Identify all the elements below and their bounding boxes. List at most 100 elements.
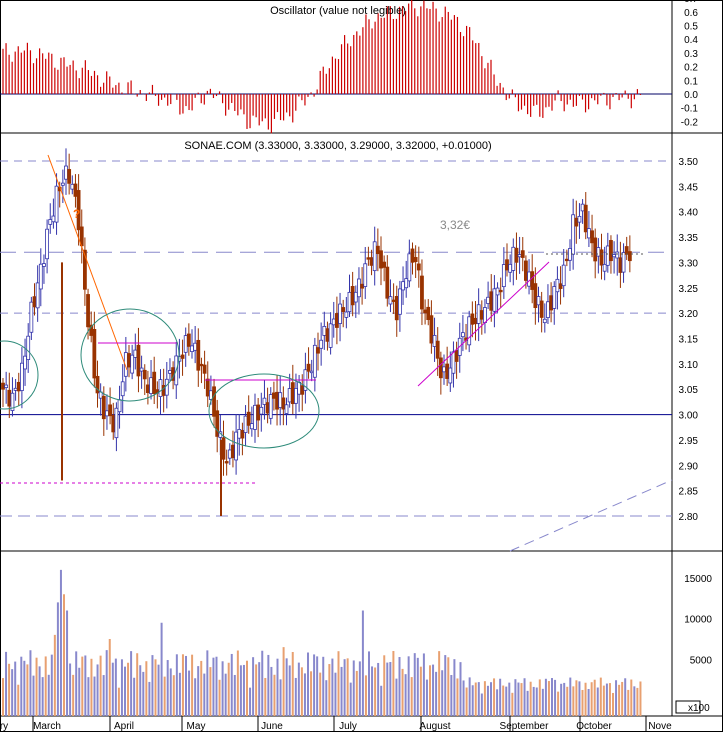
candle-body <box>26 335 31 360</box>
candle-body <box>287 388 292 403</box>
candle-body <box>505 259 509 271</box>
candle-body <box>108 404 112 417</box>
volume-tick-label: 15000 <box>684 574 712 585</box>
candle-body <box>234 431 239 461</box>
month-label: ry <box>0 721 8 732</box>
month-label: July <box>339 721 357 732</box>
candle-body <box>517 254 522 258</box>
osc-tick-label: 0.2 <box>684 63 698 74</box>
candle-body <box>533 283 538 309</box>
volume-tick-label: 5000 <box>690 655 713 666</box>
candle-body <box>316 347 320 354</box>
candle-body <box>221 437 226 460</box>
volume-unit-box <box>675 700 701 714</box>
candle-body <box>92 329 97 379</box>
candle-body <box>397 288 402 315</box>
price-title: SONAE.COM (3.33000, 3.33000, 3.29000, 3.… <box>184 140 491 152</box>
volume-tick-label: 10000 <box>684 615 712 626</box>
candle-body <box>231 444 235 459</box>
price-tick-label: 3.25 <box>679 284 699 295</box>
candle-body <box>60 182 65 186</box>
candle-body <box>262 397 267 405</box>
candle-body <box>476 304 481 324</box>
candle-body <box>621 252 626 273</box>
candle-body <box>454 349 459 362</box>
candle-body <box>372 241 377 272</box>
candle-body <box>180 354 185 359</box>
month-label: June <box>261 721 283 732</box>
candle-body <box>385 266 390 299</box>
candle-body <box>13 387 18 391</box>
candle-body <box>300 385 305 395</box>
candle-body <box>558 283 563 289</box>
candle-body <box>542 318 547 324</box>
candle-body <box>246 411 251 426</box>
candle-body <box>312 344 317 378</box>
candle-body <box>183 335 188 353</box>
candle-body <box>7 389 12 407</box>
candle-body <box>35 282 40 309</box>
candle-body <box>423 309 428 314</box>
candle-body <box>445 363 450 379</box>
candle-body <box>168 370 172 374</box>
candle-body <box>101 396 106 420</box>
candle-body <box>328 323 333 348</box>
candle-body <box>294 388 298 404</box>
price-tick-label: 2.85 <box>679 487 699 498</box>
candle-body <box>429 315 434 344</box>
candle-body <box>152 371 157 394</box>
candle-body <box>86 294 90 328</box>
candle-body <box>467 316 472 346</box>
volume-unit-label: x100 <box>688 703 710 714</box>
candle-body <box>571 214 576 255</box>
candle-body <box>325 328 330 342</box>
candle-body <box>142 369 147 380</box>
candle-body <box>297 381 302 395</box>
month-label: May <box>187 721 206 732</box>
osc-tick-label: -0.2 <box>681 117 699 128</box>
candle-body <box>479 310 484 320</box>
candle-body <box>624 246 629 255</box>
oscillator-title: Oscillator (value not legible) <box>270 5 406 17</box>
candle-body <box>627 251 632 262</box>
candle-body <box>275 391 279 410</box>
candle-body <box>322 325 327 336</box>
candle-body <box>599 249 604 266</box>
candle-body <box>145 384 150 394</box>
candle-body <box>375 245 380 255</box>
candle-body <box>451 351 456 374</box>
candle-body <box>95 375 100 394</box>
candle-body <box>331 318 336 326</box>
candle-body <box>45 228 49 260</box>
candle-body <box>486 296 491 304</box>
candle-body <box>271 392 276 399</box>
month-label: August <box>419 721 450 732</box>
candle-body <box>426 306 431 320</box>
candle-body <box>511 246 516 271</box>
candle-body <box>357 278 361 298</box>
price-tick-label: 2.90 <box>679 461 699 472</box>
candle-body <box>319 339 324 349</box>
candle-body <box>202 364 207 374</box>
candle-body <box>498 289 503 293</box>
price-tick-label: 3.40 <box>679 208 699 219</box>
candle-body <box>577 215 582 223</box>
candle-body <box>435 340 440 359</box>
candle-body <box>193 342 198 351</box>
candle-body <box>341 307 346 313</box>
candle-body <box>460 332 465 338</box>
price-tick-label: 3.00 <box>679 411 699 422</box>
candle-body <box>366 257 371 260</box>
osc-tick-label: 0.4 <box>684 35 698 46</box>
price-tick-label: 2.95 <box>679 436 699 447</box>
candle-body <box>369 257 374 266</box>
trend-dashed <box>509 479 673 552</box>
candle-body <box>549 295 553 311</box>
candle-body <box>593 237 598 262</box>
candle-body <box>501 264 506 288</box>
candle-body <box>4 384 9 388</box>
candle-body <box>539 300 544 318</box>
candle-body <box>224 461 229 464</box>
